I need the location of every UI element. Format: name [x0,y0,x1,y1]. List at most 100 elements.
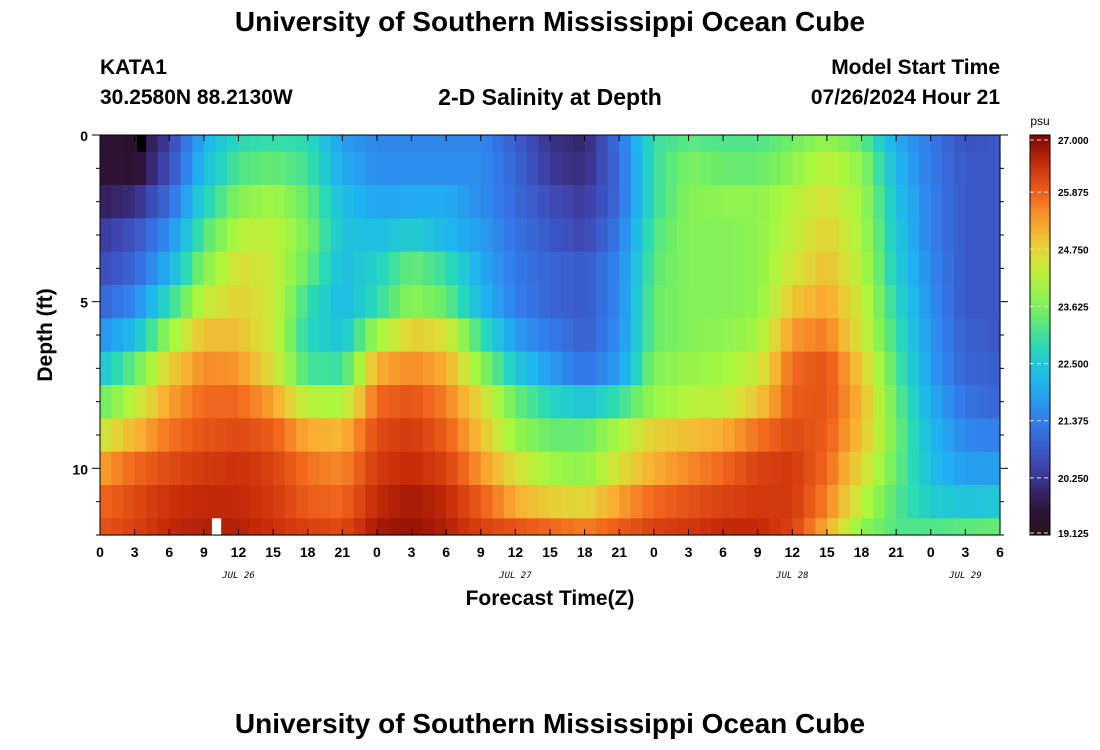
heatmap-cell [619,518,632,536]
heatmap-cell [884,318,897,353]
heatmap-cell [907,285,920,319]
heatmap-cell [388,318,401,353]
heatmap-cell [792,485,805,519]
heatmap-cell [296,518,309,536]
heatmap-cell [296,251,309,286]
heatmap-cell [146,385,159,419]
heatmap-cell [826,385,840,419]
surface-marker [136,135,147,152]
heatmap-cell [203,418,216,453]
heatmap-cell [792,218,805,253]
heatmap-cell [169,285,182,319]
heatmap-cell [538,151,551,186]
heatmap-cell [734,285,747,319]
heatmap-cell [446,318,459,353]
heatmap-cell [226,218,240,253]
heatmap-cell [688,318,701,353]
heatmap-cell [273,151,286,186]
heatmap-cell [757,285,770,319]
heatmap-cell [630,318,643,353]
heatmap-cell [653,418,666,453]
heatmap-cell [342,218,355,253]
heatmap-cell [296,418,309,453]
heatmap-cell [942,218,955,253]
heatmap-cell [976,285,990,319]
heatmap-cell [411,185,424,219]
heatmap-cell [492,135,505,153]
heatmap-cell [711,285,724,319]
heatmap-cell [769,418,782,453]
heatmap-cell [838,518,851,536]
heatmap-cell [723,351,736,386]
heatmap-cell [630,135,643,153]
heatmap-cell [884,218,897,253]
heatmap-cell [584,151,597,186]
x-tick-label: 0 [373,544,381,560]
heatmap-cell [192,135,205,153]
heatmap-cell [388,518,401,536]
heatmap-cell [319,218,332,253]
heatmap-cell [203,251,216,286]
heatmap-cell [492,451,505,486]
heatmap-cell [169,351,182,386]
heatmap-cell [584,135,597,153]
heatmap-cell [746,451,759,486]
heatmap-cell [976,418,990,453]
heatmap-cell [988,135,1001,153]
heatmap-cell [723,151,736,186]
heatmap-cell [550,418,563,453]
heatmap-cell [619,318,632,353]
heatmap-cell [642,318,655,353]
heatmap-cell [526,185,540,219]
heatmap-cell [526,351,540,386]
heatmap-cell [526,251,540,286]
x-tick-label: 6 [719,544,727,560]
heatmap-cell [850,135,863,153]
heatmap-cell [319,385,332,419]
heatmap-cell [757,451,770,486]
heatmap-cell [734,218,747,253]
heatmap-cell [884,485,897,519]
heatmap-cell [930,285,943,319]
heatmap-cell [169,251,182,286]
heatmap-cell [550,218,563,253]
heatmap-cell [584,285,597,319]
heatmap-cell [815,451,828,486]
heatmap-cell [573,218,586,253]
heatmap-cell [365,218,378,253]
heatmap-cell [284,135,297,153]
heatmap-cell [250,218,263,253]
heatmap-cell [365,351,378,386]
heatmap-cell [976,218,990,253]
heatmap-cell [953,185,966,219]
heatmap-cell [446,485,459,519]
heatmap-cell [769,185,782,219]
heatmap-cell [388,218,401,253]
heatmap-cell [330,418,343,453]
heatmap-cell [884,451,897,486]
heatmap-cell [423,518,436,536]
colorbar-tick-label: 19.125 [1058,529,1089,540]
heatmap-cell [215,151,228,186]
heatmap-cell [423,151,436,186]
colorbar-tick-label: 22.500 [1058,360,1089,371]
heatmap-cell [284,151,297,186]
heatmap-cell [411,485,424,519]
heatmap-cell [942,151,955,186]
heatmap-cell [780,518,793,536]
heatmap-cell [619,218,632,253]
heatmap-cell [965,218,978,253]
heatmap-cell [746,151,759,186]
heatmap-cell [434,151,447,186]
heatmap-cell [826,485,840,519]
heatmap-cell [273,318,286,353]
heatmap-cell [238,385,251,419]
station-coordinates: 30.2580N 88.2130W [100,86,293,109]
heatmap-cell [619,385,632,419]
heatmap-cell [896,285,909,319]
heatmap-cell [261,285,274,319]
heatmap-cell [573,418,586,453]
heatmap-cell [873,185,886,219]
heatmap-cell [573,285,586,319]
heatmap-cell [215,318,228,353]
